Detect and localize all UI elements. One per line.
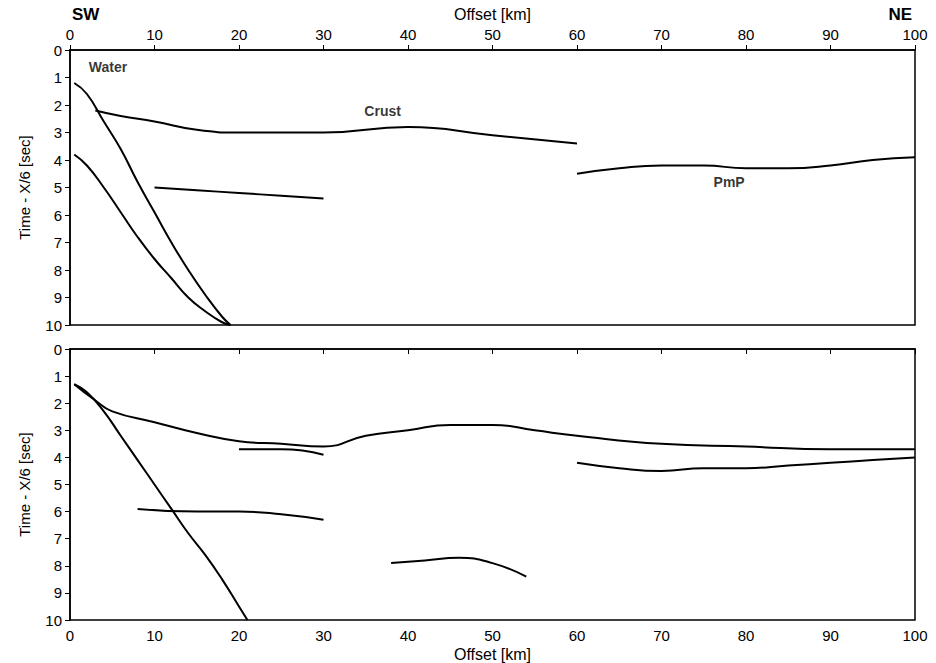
svg-text:60: 60	[569, 627, 586, 644]
svg-text:60: 60	[569, 26, 586, 43]
svg-text:7: 7	[54, 530, 62, 547]
svg-text:10: 10	[45, 317, 62, 334]
svg-text:3: 3	[54, 124, 62, 141]
svg-text:Water: Water	[89, 59, 128, 75]
svg-text:90: 90	[822, 627, 839, 644]
svg-text:100: 100	[902, 627, 927, 644]
svg-text:90: 90	[822, 26, 839, 43]
svg-text:4: 4	[54, 449, 62, 466]
svg-text:6: 6	[54, 503, 62, 520]
svg-text:0: 0	[66, 26, 74, 43]
svg-text:40: 40	[400, 26, 417, 43]
svg-text:5: 5	[54, 179, 62, 196]
svg-text:Offset [km]: Offset [km]	[454, 6, 531, 23]
svg-text:80: 80	[738, 627, 755, 644]
svg-text:30: 30	[315, 26, 332, 43]
svg-text:0: 0	[54, 42, 62, 59]
svg-text:7: 7	[54, 234, 62, 251]
svg-text:8: 8	[54, 262, 62, 279]
svg-text:Time - X/6 [sec]: Time - X/6 [sec]	[16, 432, 33, 536]
svg-text:Offset [km]: Offset [km]	[454, 646, 531, 663]
svg-text:50: 50	[484, 26, 501, 43]
svg-text:80: 80	[738, 26, 755, 43]
svg-text:10: 10	[146, 627, 163, 644]
svg-text:3: 3	[54, 422, 62, 439]
svg-text:10: 10	[45, 612, 62, 629]
svg-text:5: 5	[54, 476, 62, 493]
svg-text:0: 0	[54, 341, 62, 358]
svg-text:NE: NE	[888, 5, 912, 24]
svg-text:40: 40	[400, 627, 417, 644]
svg-text:10: 10	[146, 26, 163, 43]
svg-text:50: 50	[484, 627, 501, 644]
svg-text:1: 1	[54, 69, 62, 86]
svg-text:SW: SW	[72, 5, 100, 24]
svg-text:0: 0	[66, 627, 74, 644]
svg-text:PmP: PmP	[714, 174, 745, 190]
svg-text:70: 70	[653, 26, 670, 43]
svg-text:9: 9	[54, 584, 62, 601]
svg-text:20: 20	[231, 627, 248, 644]
svg-text:Crust: Crust	[364, 103, 401, 119]
svg-text:2: 2	[54, 395, 62, 412]
svg-text:4: 4	[54, 152, 62, 169]
svg-text:9: 9	[54, 289, 62, 306]
svg-text:30: 30	[315, 627, 332, 644]
svg-text:2: 2	[54, 97, 62, 114]
svg-text:8: 8	[54, 557, 62, 574]
svg-text:6: 6	[54, 207, 62, 224]
svg-text:20: 20	[231, 26, 248, 43]
svg-text:100: 100	[902, 26, 927, 43]
svg-text:Time - X/6 [sec]: Time - X/6 [sec]	[16, 135, 33, 239]
svg-text:70: 70	[653, 627, 670, 644]
svg-text:1: 1	[54, 368, 62, 385]
